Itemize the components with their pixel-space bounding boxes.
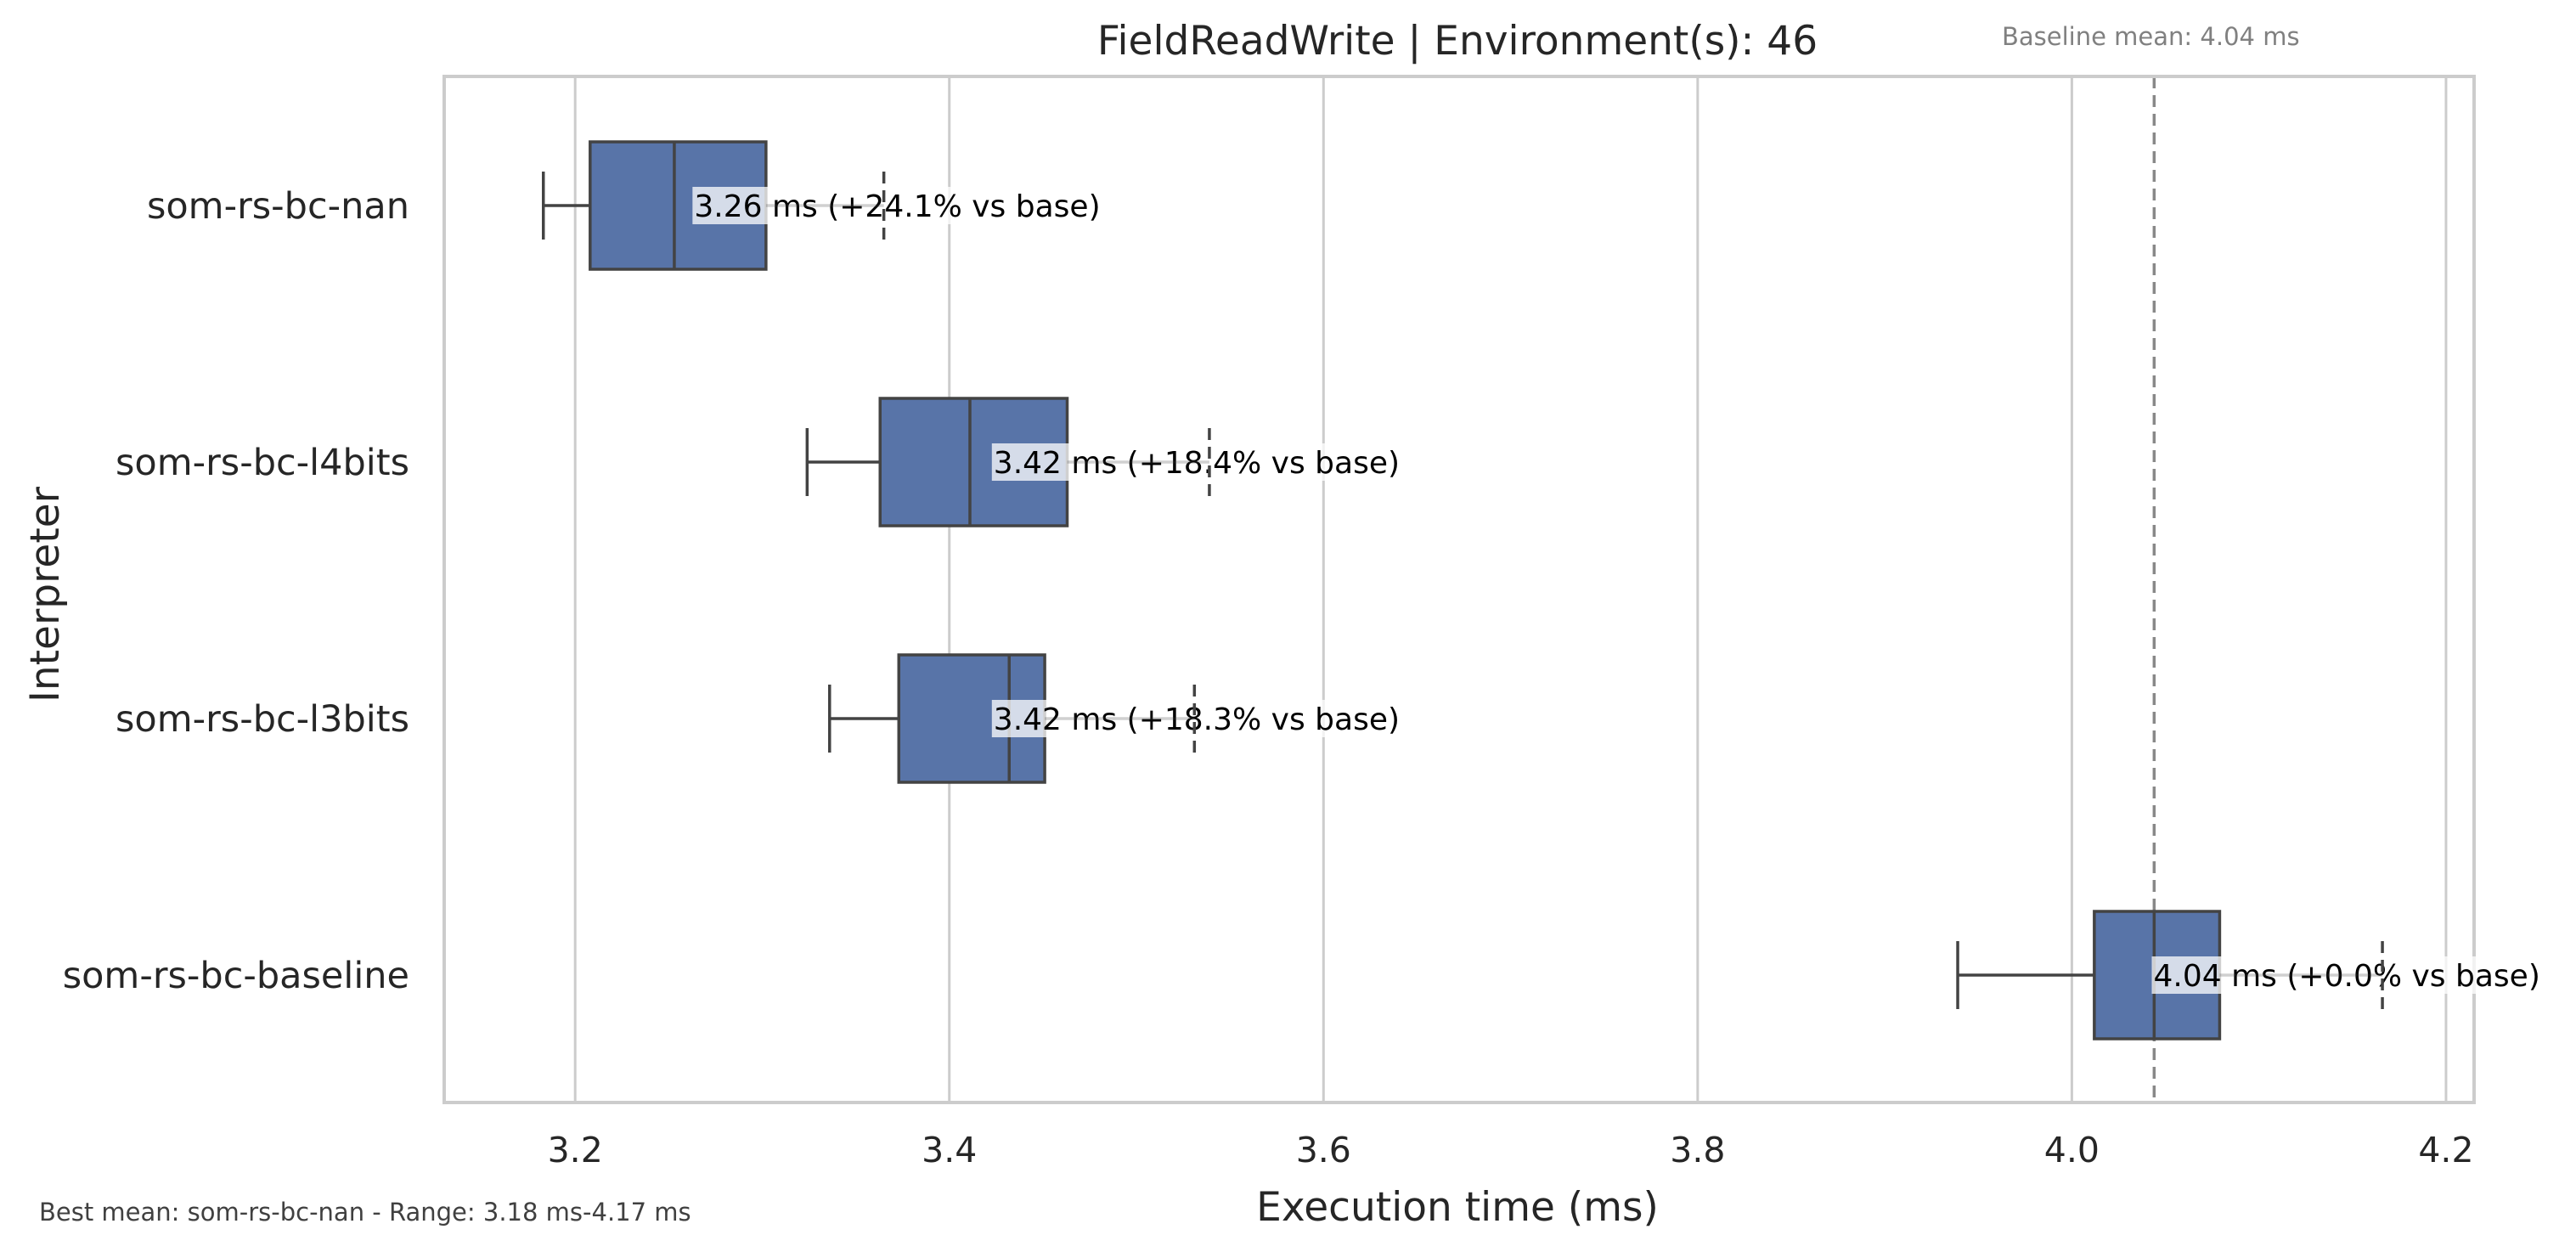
y-axis-label: Interpreter (22, 486, 69, 702)
y-category-labels: som-rs-bc-nan som-rs-bc-l4bits som-rs-bc-l… (63, 185, 409, 997)
x-tick-label: 3.4 (922, 1130, 977, 1170)
mean-label-background (991, 700, 1402, 737)
category-label: som-rs-bc-l3bits (116, 698, 409, 741)
mean-label: 4.04 ms (+0.0% vs base) (2154, 959, 2540, 994)
x-tick-labels: 3.2 3.4 3.6 3.8 4.0 4.2 (548, 1130, 2474, 1170)
mean-annotations: 3.26 ms (+24.1% vs base) 3.42 ms (+18.4% … (692, 172, 2542, 1009)
x-tick-label: 3.8 (1670, 1130, 1725, 1170)
category-label: som-rs-bc-l4bits (116, 442, 409, 484)
mean-label: 3.42 ms (+18.4% vs base) (994, 446, 1400, 481)
baseline-mean-note: Baseline mean: 4.04 ms (2002, 22, 2300, 51)
mean-label-background (991, 443, 1402, 481)
box-plots (541, 140, 2222, 1041)
mean-label-background (2151, 956, 2542, 994)
x-tick-label: 3.6 (1296, 1130, 1351, 1170)
mean-label: 3.26 ms (+24.1% vs base) (694, 189, 1100, 224)
box-som-rs-bc-l3bits (828, 653, 1046, 784)
footnote: Best mean: som-rs-bc-nan - Range: 3.18 m… (39, 1198, 691, 1227)
x-tick-label: 4.2 (2418, 1130, 2473, 1170)
x-axis-label: Execution time (ms) (1256, 1184, 1659, 1231)
grid-lines (573, 76, 2448, 1103)
x-tick-label: 4.0 (2044, 1130, 2100, 1170)
category-label: som-rs-bc-baseline (63, 955, 409, 997)
mean-label-background (692, 187, 1102, 224)
x-tick-label: 3.2 (548, 1130, 603, 1170)
plot-frame (442, 75, 2476, 1104)
mean-label: 3.42 ms (+18.3% vs base) (994, 702, 1400, 737)
chart-title: FieldReadWrite | Environment(s): 46 (1097, 18, 1818, 65)
category-label: som-rs-bc-nan (147, 185, 409, 228)
